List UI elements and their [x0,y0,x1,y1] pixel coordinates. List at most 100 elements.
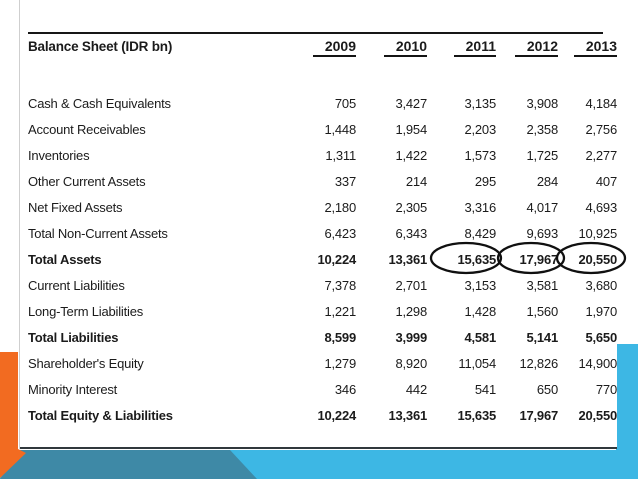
row-value: 1,221 [324,303,356,319]
year-column-header: 2010 [356,38,427,57]
row-value: 1,311 [325,147,356,163]
table-top-rule [28,32,603,34]
row-value: 15,635 [457,407,496,423]
row-value: 295 [474,173,496,189]
year-label: 2012 [514,38,558,57]
table-row: Net Fixed Assets 2,180 2,305 3,316 4,017 4,69… [28,194,617,220]
row-value: 3,427 [395,95,427,111]
table-row: Shareholder's Equity 1,279 8,920 11,054 12,8… [28,350,617,376]
row-value: 4,017 [526,199,558,215]
row-value: 6,343 [395,225,427,241]
table-row: Total Non-Current Assets 6,423 6,343 8,429 9… [28,220,617,246]
row-value: 1,573 [464,147,496,163]
year-column-header: 2011 [427,38,496,57]
row-value: 10,224 [317,407,356,423]
row-value: 9,693 [526,225,558,241]
row-value: 1,298 [395,303,427,319]
row-value: 1,954 [395,121,427,137]
row-value: 8,920 [395,355,427,371]
row-value: 3,581 [526,277,558,293]
bottom-teal-trapezoid [0,450,257,479]
year-label: 2009 [312,38,356,57]
row-value: 4,581 [464,329,496,345]
row-label: Current Liabilities [28,277,125,293]
table-panel: Balance Sheet (IDR bn) 2009 2010 2011 20… [20,0,617,449]
table-header-row: Balance Sheet (IDR bn) 2009 2010 2011 20… [28,38,617,57]
row-value: 1,970 [585,303,617,319]
row-value: 8,599 [324,329,356,345]
year-column-header: 2012 [496,38,558,57]
table-row: Cash & Cash Equivalents 705 3,427 3,135 3,90… [28,90,617,116]
row-label: Minority Interest [28,381,118,397]
year-label: 2011 [453,38,496,57]
row-value: 541 [474,381,496,397]
row-value: 650 [536,381,558,397]
row-value: 346 [334,381,356,397]
row-value: 5,141 [526,329,558,345]
right-cyan-bar [616,344,638,479]
table-row: Total Liabilities 8,599 3,999 4,581 5,141 5,6… [28,324,617,350]
table-row: Total Assets 10,224 13,361 15,635 17,967 20,5… [28,246,617,272]
year-label: 2013 [573,38,617,57]
row-value: 1,428 [464,303,496,319]
row-value: 2,305 [395,199,427,215]
table-row: Account Receivables 1,448 1,954 2,203 2,358 2… [28,116,617,142]
year-column-header: 2009 [280,38,356,57]
row-value: 4,693 [585,199,617,215]
table-row: Other Current Assets 337 214 295 284 407 [28,168,617,194]
table-row: Current Liabilities 7,378 2,701 3,153 3,581 3… [28,272,617,298]
row-label: Cash & Cash Equivalents [28,95,171,111]
row-value: 3,153 [464,277,496,293]
table-row: Total Equity & Liabilities 10,224 13,361 15… [28,402,617,428]
row-value: 3,999 [395,329,427,345]
row-value: 20,550 [578,251,617,267]
row-label: Total Assets [28,251,102,267]
table-body: Cash & Cash Equivalents 705 3,427 3,135 3,90… [28,90,617,428]
row-value: 1,422 [395,147,427,163]
row-value: 2,358 [526,121,558,137]
row-value: 2,756 [585,121,617,137]
row-label: Inventories [28,147,90,163]
row-value: 14,900 [578,355,617,371]
table-row: Inventories 1,311 1,422 1,573 1,725 2,277 [28,142,617,168]
row-value: 3,316 [464,199,496,215]
year-column-header: 2013 [558,38,617,57]
row-value: 5,650 [585,329,617,345]
row-value: 1,279 [324,355,356,371]
row-label: Net Fixed Assets [28,199,123,215]
table-title: Balance Sheet (IDR bn) [28,39,173,54]
left-orange-ribbon [0,352,26,478]
row-value: 1,560 [526,303,558,319]
row-value: 3,680 [585,277,617,293]
row-value: 284 [536,173,558,189]
row-value: 4,184 [585,95,617,111]
table-row: Long-Term Liabilities 1,221 1,298 1,428 1,56… [28,298,617,324]
row-value: 2,277 [585,147,617,163]
row-value: 7,378 [324,277,356,293]
row-value: 6,423 [324,225,356,241]
row-value: 407 [595,173,617,189]
row-value: 3,135 [464,95,496,111]
row-label: Account Receivables [28,121,146,137]
year-label: 2010 [383,38,427,57]
row-value: 3,908 [526,95,558,111]
row-value: 10,925 [578,225,617,241]
row-label: Total Equity & Liabilities [28,407,173,423]
row-value: 17,967 [519,407,558,423]
row-value: 2,203 [464,121,496,137]
row-value: 214 [405,173,427,189]
row-label: Other Current Assets [28,173,146,189]
table-row: Minority Interest 346 442 541 650 770 [28,376,617,402]
row-value: 1,725 [526,147,558,163]
row-value: 10,224 [317,251,356,267]
row-value: 17,967 [519,251,558,267]
row-label: Shareholder's Equity [28,355,144,371]
row-label: Long-Term Liabilities [28,303,144,319]
row-value: 12,826 [519,355,558,371]
row-value: 13,361 [388,407,427,423]
row-value: 20,550 [578,407,617,423]
row-value: 2,701 [395,277,427,293]
row-label: Total Liabilities [28,329,119,345]
